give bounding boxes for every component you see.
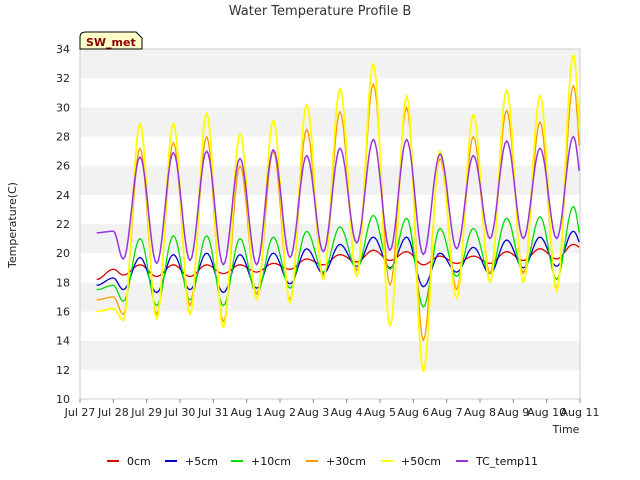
legend-label: +30cm xyxy=(326,455,366,468)
station-badge-label: SW_met xyxy=(86,36,136,49)
series-line--50cm xyxy=(96,53,581,373)
x-tick-label: Aug 4 xyxy=(331,406,363,419)
x-tick-label: Aug 6 xyxy=(397,406,429,419)
x-tick-label: Jul 31 xyxy=(197,406,229,419)
grid-band xyxy=(80,136,580,166)
y-tick-label: 20 xyxy=(56,247,70,260)
y-axis-label: Temperature(C) xyxy=(6,182,19,269)
x-tick-label: Aug 7 xyxy=(431,406,463,419)
x-tick-label: Jul 30 xyxy=(164,406,196,419)
legend: 0cm +5cm +10cm +30cm +50cm TC_temp11 xyxy=(107,455,538,468)
series-line--5cm xyxy=(96,230,580,294)
series-layer xyxy=(96,53,581,373)
y-axis-ticks: 10 12 14 16 18 20 22 24 26 28 30 32 34 xyxy=(56,43,70,406)
x-tick-label: Aug 1 xyxy=(231,406,263,419)
grid-band xyxy=(80,369,580,399)
grid-band xyxy=(80,165,580,195)
grid-band xyxy=(80,107,580,137)
grid-band xyxy=(80,78,580,108)
plot-frame xyxy=(79,48,581,400)
y-tick-label: 18 xyxy=(56,276,70,289)
y-tick-label: 28 xyxy=(56,131,70,144)
y-tick-label: 14 xyxy=(56,335,70,348)
x-tick-label: Aug 9 xyxy=(497,406,529,419)
x-axis-ticks: Jul 27 Jul 28 Jul 29 Jul 30 Jul 31 Aug 1 Aug 2… xyxy=(64,399,600,419)
legend-label: TC_temp11 xyxy=(475,455,538,468)
x-tick-label: Aug 3 xyxy=(297,406,329,419)
x-tick-label: Jul 29 xyxy=(130,406,162,419)
grid-band xyxy=(80,49,580,79)
y-tick-label: 22 xyxy=(56,218,70,231)
y-tick-label: 10 xyxy=(56,393,70,406)
series-line-0cm xyxy=(96,243,580,281)
grid-band xyxy=(80,311,580,341)
y-tick-label: 24 xyxy=(56,189,70,202)
legend-label: 0cm xyxy=(127,455,151,468)
grid-band xyxy=(80,340,580,370)
x-tick-label: Aug 2 xyxy=(264,406,296,419)
x-axis-label: Time xyxy=(552,423,580,436)
y-tick-label: 30 xyxy=(56,101,70,114)
x-tick-label: Jul 27 xyxy=(64,406,96,419)
legend-label: +50cm xyxy=(401,455,441,468)
series-line-tc-temp11 xyxy=(96,135,580,266)
legend-label: +5cm xyxy=(185,455,218,468)
y-tick-label: 26 xyxy=(56,160,70,173)
legend-label: +10cm xyxy=(251,455,291,468)
chart-title: Water Temperature Profile B xyxy=(229,4,412,19)
x-tick-label: Aug 5 xyxy=(364,406,396,419)
y-tick-label: 12 xyxy=(56,364,70,377)
background-bands xyxy=(80,49,580,399)
x-tick-label: Aug 8 xyxy=(464,406,496,419)
x-tick-label: Aug 11 xyxy=(561,406,600,419)
y-tick-label: 34 xyxy=(56,43,70,56)
grid-band xyxy=(80,282,580,312)
y-tick-label: 16 xyxy=(56,306,70,319)
station-badge: SW_met xyxy=(79,31,143,50)
x-tick-label: Aug 10 xyxy=(527,406,566,419)
y-tick-label: 32 xyxy=(56,72,70,85)
x-tick-label: Jul 28 xyxy=(97,406,129,419)
series-line--10cm xyxy=(96,205,580,308)
